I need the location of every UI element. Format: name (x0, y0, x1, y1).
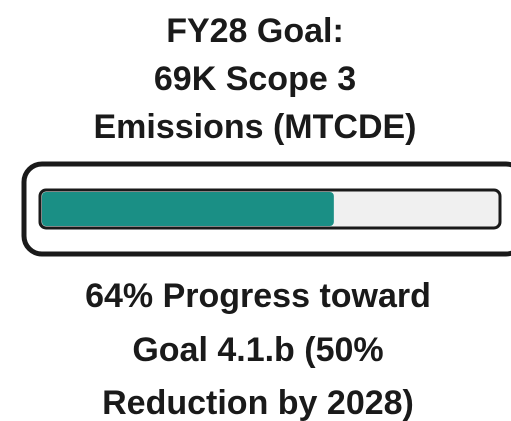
caption-line: Goal 4.1.b (50% (132, 331, 383, 369)
caption-line: Reduction by 2028) (102, 384, 414, 421)
title-line: Emissions (MTCDE) (93, 108, 416, 146)
title-line: 69K Scope 3 (154, 60, 356, 98)
title-line: FY28 Goal: (166, 12, 344, 50)
progress-fill (42, 192, 334, 226)
caption-line: 64% Progress toward (85, 277, 431, 315)
